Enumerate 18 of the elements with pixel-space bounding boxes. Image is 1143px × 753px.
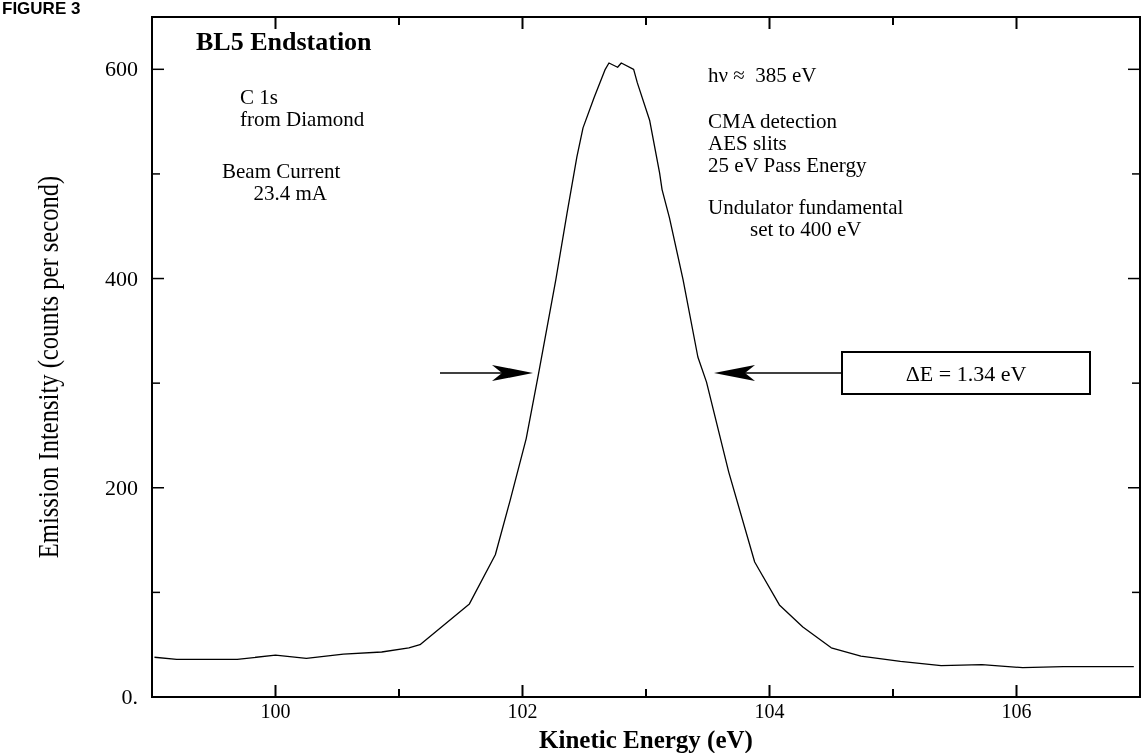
chart-title: FIGURE 3 xyxy=(2,0,81,18)
annotation: Undulator fundamental set to 400 eV xyxy=(708,195,904,242)
x-tick-label: 100 xyxy=(260,700,291,722)
y-tick-label: 0. xyxy=(121,684,138,709)
annotation: C 1s from Diamond xyxy=(240,85,365,132)
x-axis-title: Kinetic Energy (eV) xyxy=(539,726,753,753)
x-tick-label: 104 xyxy=(754,700,785,722)
annotation: ΔE = 1.34 eV xyxy=(905,361,1027,386)
x-tick-label: 102 xyxy=(507,700,538,722)
annotation: BL5 Endstation xyxy=(196,27,373,56)
annotation: hν ≈ 385 eV xyxy=(708,63,817,87)
annotation: Beam Current 23.4 mA xyxy=(222,159,341,206)
y-tick-label: 400 xyxy=(105,265,138,291)
y-tick-label: 600 xyxy=(105,56,138,82)
x-tick-label: 106 xyxy=(1001,700,1032,722)
y-axis-title: Emission Intensity (counts per second) xyxy=(31,175,65,559)
y-tick-label: 200 xyxy=(105,474,138,500)
annotation: CMA detection AES slits 25 eV Pass Energy xyxy=(708,109,867,178)
